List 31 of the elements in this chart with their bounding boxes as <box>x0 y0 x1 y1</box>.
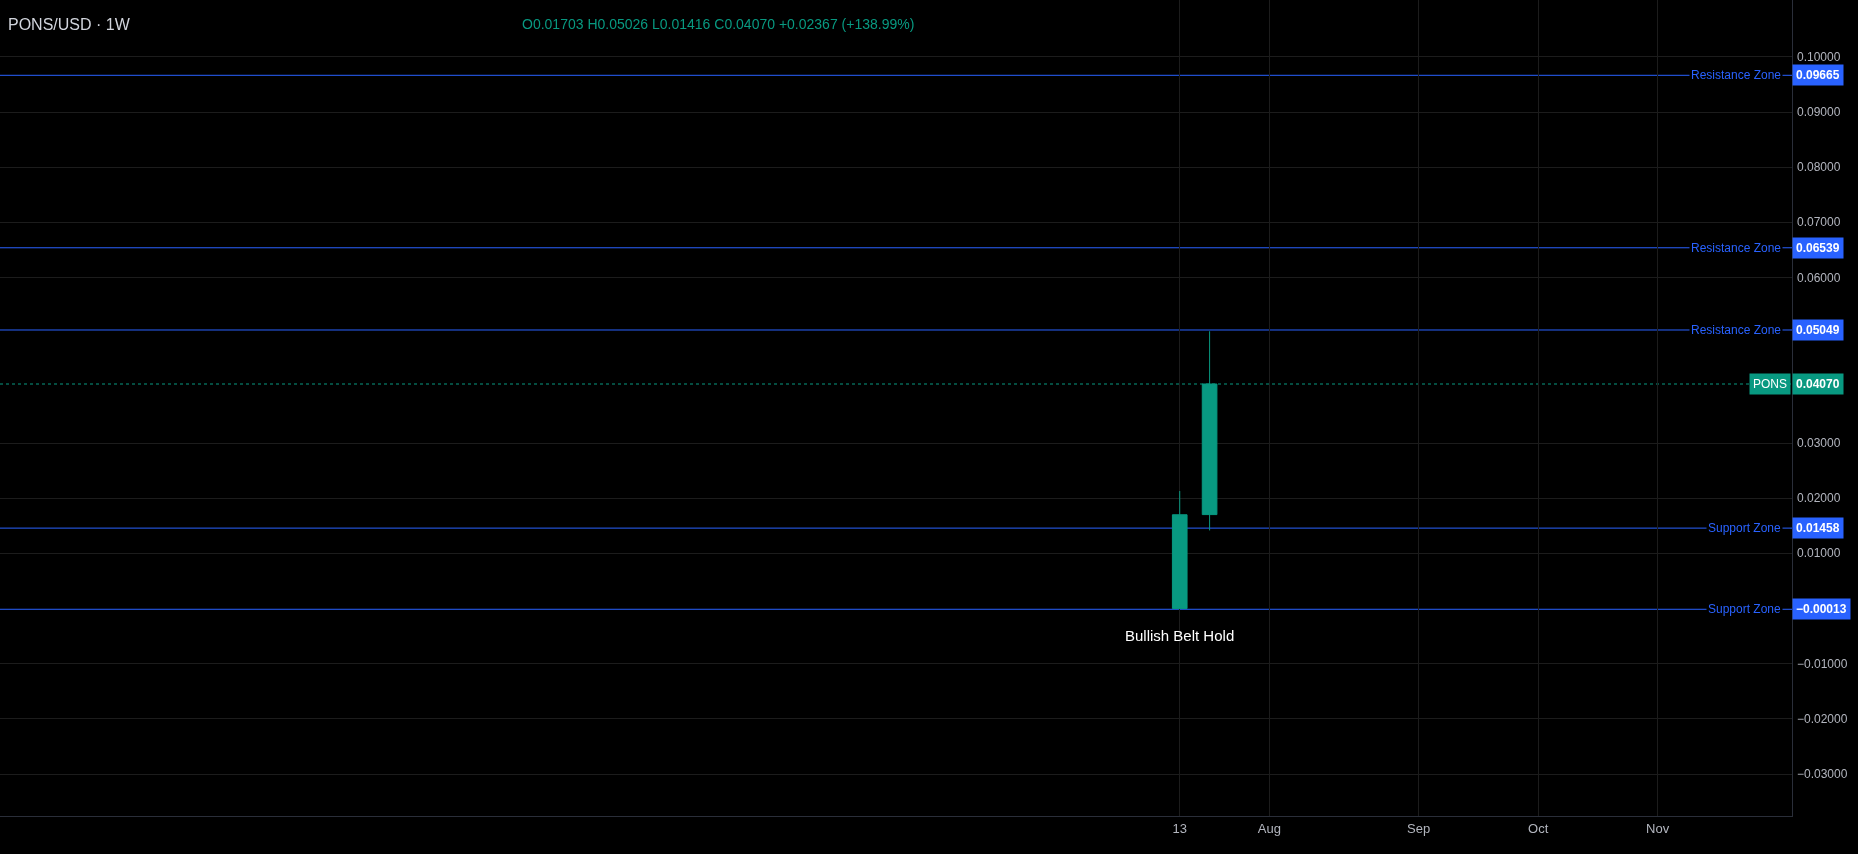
y-tick-label: 0.02000 <box>1797 491 1841 505</box>
y-tick-label: 0.06000 <box>1797 271 1841 285</box>
x-tick-label: 13 <box>1172 820 1187 836</box>
x-tick-label: Oct <box>1528 820 1549 836</box>
y-tick-label: 0.08000 <box>1797 160 1841 174</box>
ref-line-label: PONS <box>1753 377 1788 391</box>
x-tick-label: Nov <box>1646 820 1670 836</box>
y-tick-label: 0.03000 <box>1797 436 1841 450</box>
text: O0.01703 H0.05026 L0.01416 C0.04070 +0.02367 (+138.99%) <box>522 16 915 32</box>
y-tick-label: 0.07000 <box>1797 215 1841 229</box>
text: 0.06539 <box>1796 241 1840 255</box>
y-tick-label: −0.02000 <box>1797 712 1848 726</box>
y-tick-label: 0.10000 <box>1797 50 1841 64</box>
text: 0.09665 <box>1796 68 1840 82</box>
ref-line-label: Support Zone <box>1708 602 1782 616</box>
x-tick-label: Aug <box>1257 820 1281 836</box>
ref-line-label: Support Zone <box>1708 521 1782 535</box>
annotation: Bullish Belt Hold <box>1125 627 1235 644</box>
y-tick-label: 0.01000 <box>1797 546 1841 560</box>
text: PONS/USD · 1W <box>8 16 131 34</box>
y-tick-label: −0.01000 <box>1797 657 1848 671</box>
text: 0.01458 <box>1796 521 1840 535</box>
y-tick-label: 0.09000 <box>1797 105 1841 119</box>
ref-line-label: Resistance Zone <box>1691 241 1782 255</box>
ref-line-label: Resistance Zone <box>1691 68 1782 82</box>
x-tick-label: Sep <box>1407 820 1431 836</box>
y-tick-label: −0.03000 <box>1797 767 1848 781</box>
ref-line-label: Resistance Zone <box>1691 323 1782 337</box>
text: 0.04070 <box>1796 377 1840 391</box>
text: −0.00013 <box>1796 602 1847 616</box>
text: 0.05049 <box>1796 323 1840 337</box>
